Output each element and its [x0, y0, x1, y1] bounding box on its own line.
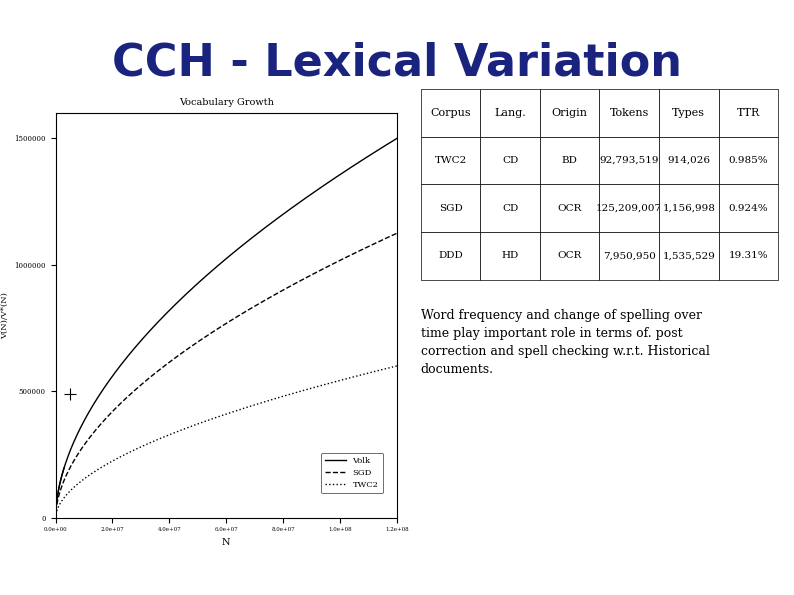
SGD [254, 300, 264, 307]
Volk [51, 506, 60, 513]
Volk [215, 261, 225, 268]
Legend: Volk, SGD, TWC2: Volk, SGD, TWC2 [321, 453, 383, 493]
TWC2 [254, 400, 264, 407]
TWC2 [384, 364, 394, 371]
SGD [215, 324, 225, 331]
Line: TWC2: TWC2 [56, 366, 397, 515]
Line: Volk: Volk [56, 138, 397, 510]
SGD [392, 230, 402, 237]
TWC2 [331, 378, 341, 385]
Y-axis label: V(N)/V*(N): V(N)/V*(N) [1, 292, 9, 339]
Volk [384, 140, 394, 147]
TWC2 [392, 362, 402, 369]
SGD [213, 325, 222, 332]
TWC2 [215, 412, 225, 419]
TWC2 [236, 406, 245, 413]
Volk [392, 134, 402, 142]
X-axis label: N: N [222, 538, 230, 547]
SGD [236, 311, 245, 318]
Volk [213, 262, 222, 269]
Text: CCH - Lexical Variation: CCH - Lexical Variation [112, 42, 682, 84]
TWC2 [51, 511, 60, 518]
SGD [51, 508, 60, 515]
TWC2 [213, 414, 222, 421]
Volk [236, 243, 245, 250]
Text: Word frequency and change of spelling over
time play important role in terms of.: Word frequency and change of spelling ov… [421, 309, 710, 377]
Volk [254, 229, 264, 236]
SGD [331, 259, 341, 266]
Title: Vocabulary Growth: Vocabulary Growth [179, 98, 274, 107]
SGD [384, 233, 394, 240]
Volk [331, 174, 341, 181]
Line: SGD: SGD [56, 233, 397, 512]
